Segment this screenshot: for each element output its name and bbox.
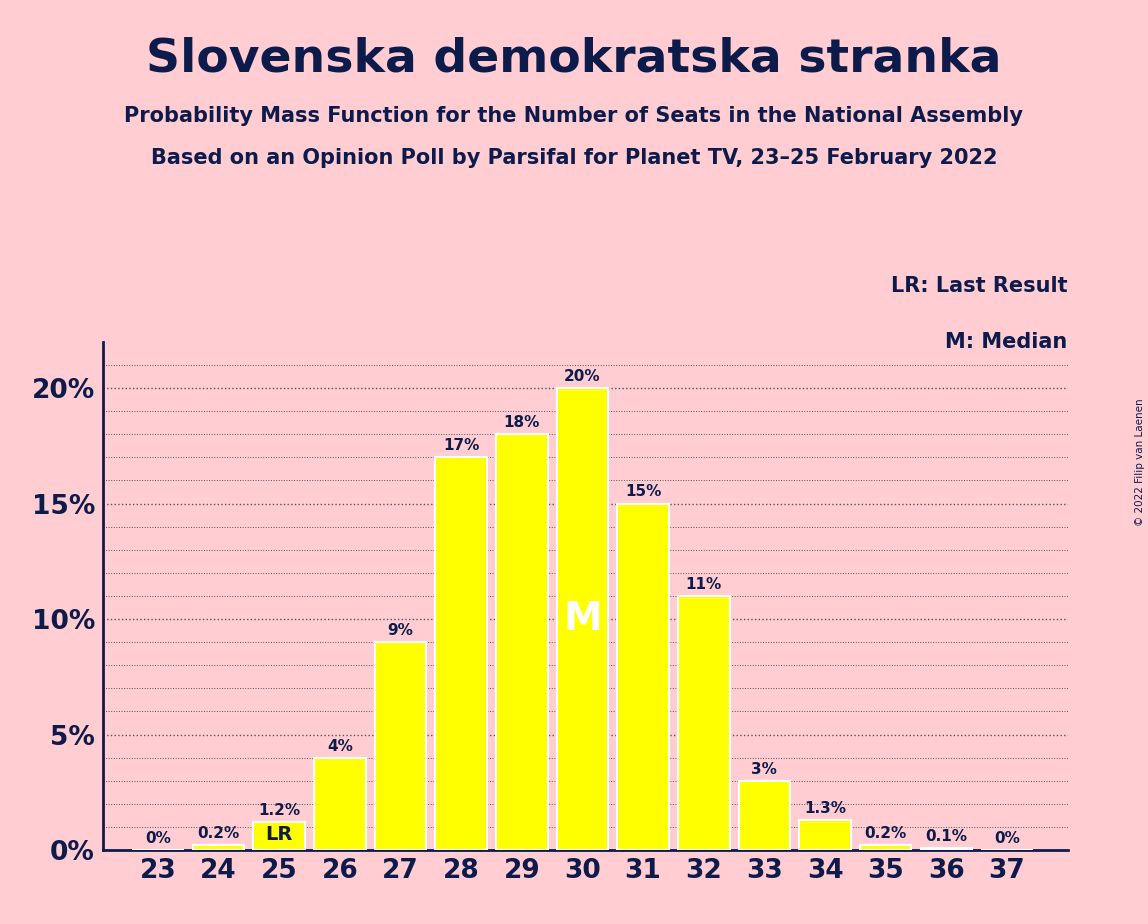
Text: M: Median: M: Median [946,332,1068,352]
Text: 1.3%: 1.3% [804,801,846,816]
Bar [193,845,245,850]
Text: 11%: 11% [685,577,722,592]
Bar [678,596,729,850]
Bar [496,434,548,850]
Bar [315,758,365,850]
Bar [254,822,305,850]
Text: 0%: 0% [994,831,1019,846]
Text: 20%: 20% [564,369,600,384]
Text: 4%: 4% [327,738,352,754]
Text: 3%: 3% [752,761,777,776]
Text: 18%: 18% [504,415,540,430]
Text: 9%: 9% [388,623,413,638]
Bar [799,821,851,850]
Text: 0%: 0% [145,831,171,846]
Text: 17%: 17% [443,438,480,453]
Text: © 2022 Filip van Laenen: © 2022 Filip van Laenen [1135,398,1145,526]
Text: 1.2%: 1.2% [258,803,301,819]
Bar [921,848,972,850]
Text: LR: Last Result: LR: Last Result [891,276,1068,296]
Text: Slovenska demokratska stranka: Slovenska demokratska stranka [146,37,1002,82]
Text: 15%: 15% [625,484,661,499]
Text: LR: LR [265,825,293,845]
Text: 0.2%: 0.2% [197,826,240,841]
Bar [557,388,608,850]
Bar [738,781,790,850]
Bar [374,642,426,850]
Text: Based on an Opinion Poll by Parsifal for Planet TV, 23–25 February 2022: Based on an Opinion Poll by Parsifal for… [150,148,998,168]
Text: 0.2%: 0.2% [864,826,907,841]
Bar [435,457,487,850]
Text: M: M [563,600,602,638]
Bar [618,504,669,850]
Bar [860,845,912,850]
Text: 0.1%: 0.1% [925,829,968,844]
Text: Probability Mass Function for the Number of Seats in the National Assembly: Probability Mass Function for the Number… [124,106,1024,127]
